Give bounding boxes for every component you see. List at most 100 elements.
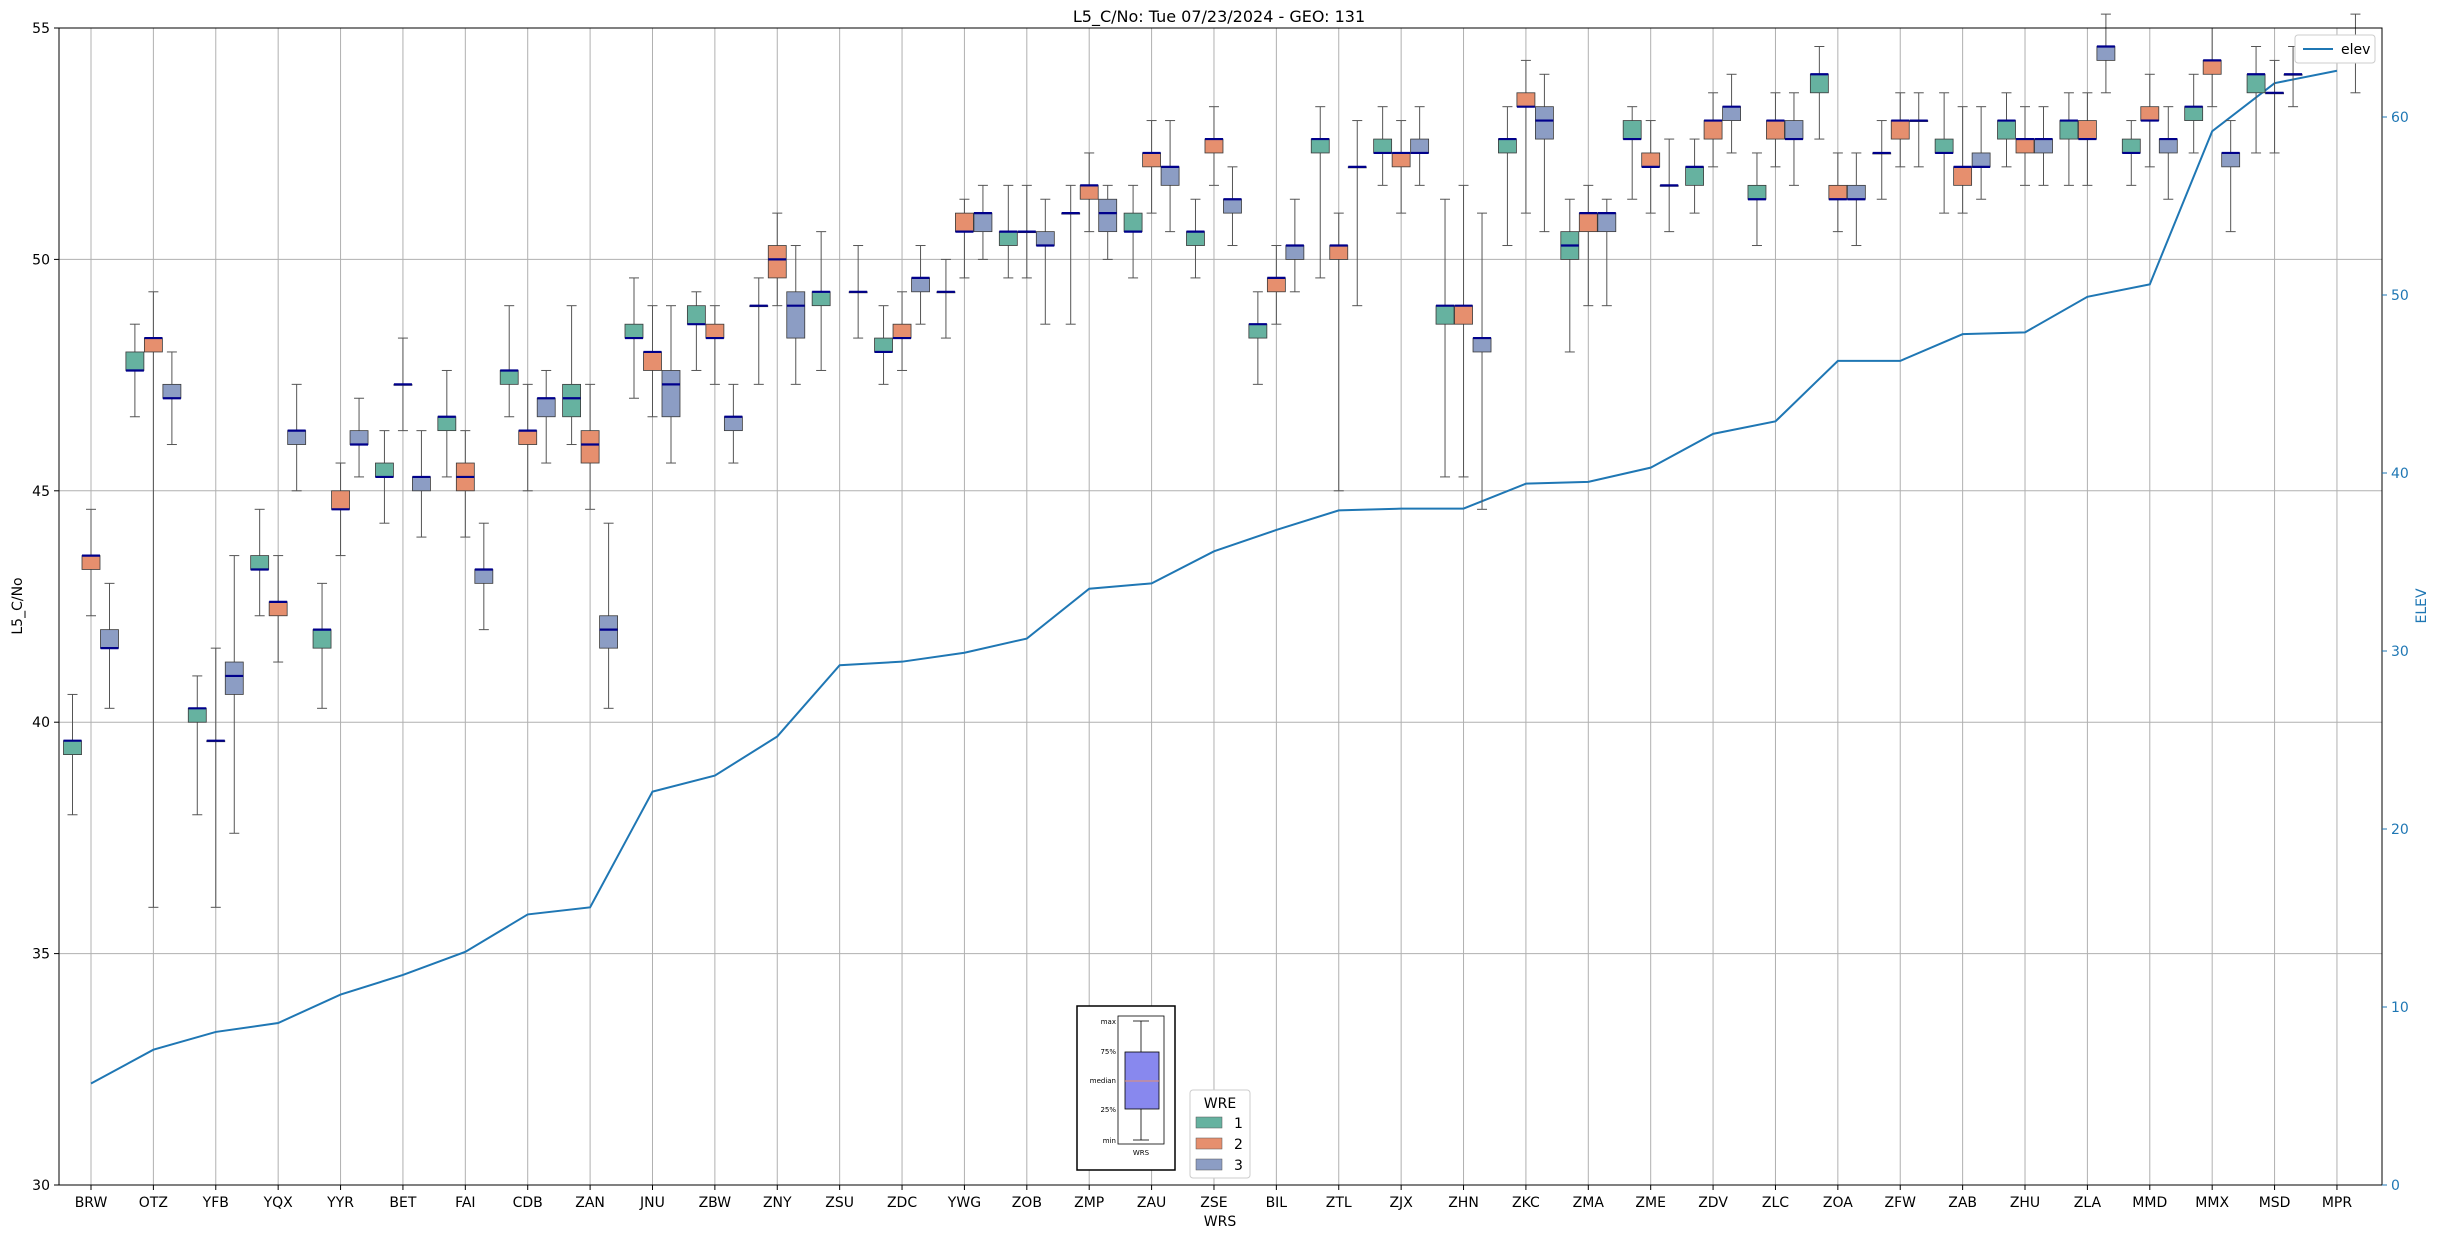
x-tick-label: YQX <box>263 1195 294 1211</box>
box-wre-3 <box>1722 73 1741 154</box>
iqr-box <box>1160 166 1180 186</box>
box-wre-1 <box>1872 120 1892 200</box>
box-wre-3 <box>1160 120 1180 233</box>
x-tick-label: ZSE <box>1200 1195 1227 1211</box>
box-wre-3 <box>1846 152 1866 247</box>
box-wre-1 <box>1997 92 2016 168</box>
iqr-box <box>1204 138 1224 154</box>
x-tick-label: ZAU <box>1137 1195 1166 1211</box>
box-wre-1 <box>1498 106 1517 247</box>
box-wre-1 <box>749 277 769 385</box>
grid-lines <box>59 27 2382 1186</box>
iqr-box <box>100 629 119 649</box>
box-wre-2 <box>331 462 350 557</box>
iqr-box <box>973 212 993 233</box>
box-wre-2 <box>1017 184 1037 279</box>
x-tick-label: ZKC <box>1512 1195 1540 1211</box>
iqr-box <box>1766 120 1785 140</box>
box-wre-3 <box>2034 106 2053 186</box>
right-y-tick-label: 40 <box>2391 466 2409 482</box>
left-y-axis: 30 35 40 45 50 55 <box>32 21 59 1194</box>
box-wre-3 <box>2221 120 2241 233</box>
x-tick-label: MSD <box>2259 1195 2291 1211</box>
iqr-box <box>518 430 538 445</box>
box-wre-1 <box>1560 198 1580 353</box>
key-label-max: max <box>1101 1018 1116 1026</box>
box-wre-2 <box>393 337 413 432</box>
iqr-box <box>1934 138 1954 154</box>
iqr-box <box>2221 152 2241 168</box>
iqr-box <box>1516 92 1536 108</box>
box-wre-1 <box>998 184 1018 279</box>
box-wre-1 <box>686 291 706 371</box>
box-wre-2 <box>1204 106 1224 186</box>
right-y-tick-label: 20 <box>2391 822 2409 838</box>
x-tick-label: ZJX <box>1389 1195 1413 1211</box>
y-tick-label: 55 <box>32 21 50 37</box>
x-tick-label: ZDC <box>887 1195 917 1211</box>
iqr-box <box>1578 212 1598 233</box>
box-wre-3 <box>224 555 244 834</box>
right-y-tick-label: 0 <box>2391 1178 2400 1194</box>
x-tick-label: ZAN <box>575 1195 605 1211</box>
iqr-box <box>250 555 270 570</box>
box-wre-1 <box>1248 291 1268 385</box>
iqr-box <box>499 370 519 385</box>
box-wre-1 <box>811 231 831 371</box>
x-tick-label: ZTL <box>1326 1195 1352 1211</box>
iqr-box <box>1784 120 1804 140</box>
box-wre-3 <box>1285 198 1305 293</box>
iqr-box <box>1890 120 1910 140</box>
box-wre-1 <box>2246 46 2266 154</box>
box-wre-2 <box>1766 92 1785 168</box>
right-y-axis: 0 10 20 30 40 50 60 <box>2382 110 2409 1194</box>
y-tick-label: 40 <box>32 715 50 731</box>
box-wre-2 <box>1142 120 1161 214</box>
box-wre-2 <box>580 383 600 510</box>
box-wre-2 <box>1266 245 1286 325</box>
iqr-box <box>2140 106 2160 121</box>
iqr-box <box>1809 73 1829 94</box>
y-axis-label: L5_C/No <box>10 577 26 634</box>
iqr-box <box>1953 166 1973 186</box>
box-wre-3 <box>1535 73 1554 233</box>
box-wre-3 <box>786 245 806 385</box>
x-tick-label: ZMA <box>1573 1195 1605 1211</box>
key-label-q3: 75% <box>1100 1048 1116 1056</box>
iqr-box <box>811 291 831 307</box>
iqr-box <box>1641 152 1661 168</box>
iqr-box <box>1828 184 1848 200</box>
box-wre-2 <box>1079 152 1099 233</box>
box-wre-3 <box>1223 166 1242 247</box>
iqr-box <box>998 231 1018 246</box>
right-y-tick-label: 50 <box>2391 288 2409 304</box>
box-wre-1 <box>1934 92 1954 214</box>
iqr-box <box>268 601 288 617</box>
box-wre-1 <box>1747 152 1767 247</box>
x-tick-label: OTZ <box>139 1195 168 1211</box>
key-label-median: median <box>1090 1077 1116 1085</box>
x-tick-label: ZOB <box>1012 1195 1042 1211</box>
box-wre-2 <box>955 198 974 279</box>
box-wre-2 <box>2015 106 2035 186</box>
box-wre-1 <box>1809 46 1829 140</box>
x-tick-label: MPR <box>2322 1195 2353 1211</box>
iqr-box <box>661 370 681 418</box>
box-wre-2 <box>1890 92 1910 168</box>
iqr-box <box>1123 212 1143 233</box>
box-wre-1 <box>874 305 893 385</box>
iqr-box <box>2246 73 2266 94</box>
iqr-box <box>1454 305 1473 325</box>
box-wre-1 <box>1685 138 1704 214</box>
iqr-box <box>1329 245 1349 260</box>
y-tick-label: 30 <box>32 1178 50 1194</box>
iqr-box <box>1391 152 1411 168</box>
iqr-box <box>2034 138 2053 154</box>
iqr-box <box>331 490 350 510</box>
x-tick-label: YWG <box>947 1195 981 1211</box>
box-wre-3 <box>287 383 307 492</box>
box-wre-3 <box>100 582 119 709</box>
box-wre-1 <box>2184 73 2204 154</box>
iqr-box <box>2121 138 2141 154</box>
